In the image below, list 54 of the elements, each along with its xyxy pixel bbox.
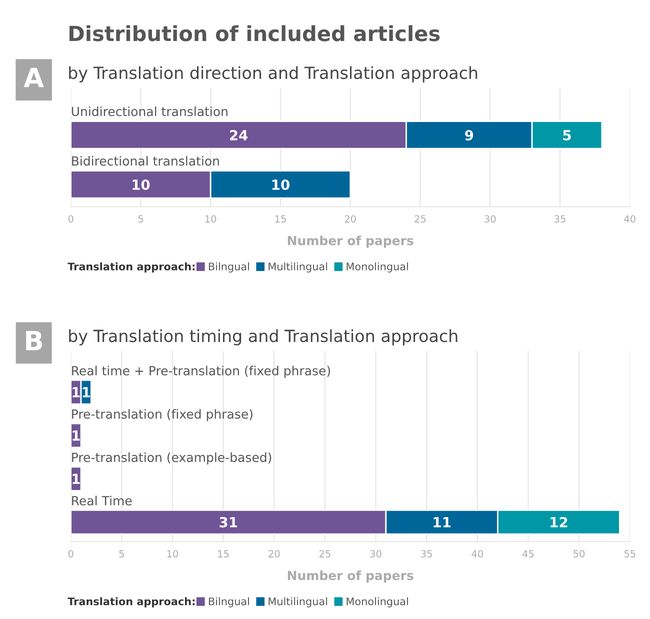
x-tick-label: 20 <box>268 550 280 558</box>
legend-title: Translation approach: <box>68 262 195 272</box>
x-tick-label: 30 <box>370 550 382 558</box>
x-tick-label: 0 <box>68 550 74 558</box>
x-tick-label: 55 <box>624 550 636 558</box>
x-axis-title: Number of papers <box>288 570 414 583</box>
data-label: 9 <box>465 130 474 140</box>
legend-label: Monolingual <box>346 597 408 608</box>
x-tick-label: 25 <box>414 215 426 223</box>
x-tick-label: 35 <box>554 215 566 223</box>
data-label: 1 <box>72 474 80 484</box>
y-tick-label: Unidirectional translation <box>72 106 228 116</box>
legend-label: Bilngual <box>208 597 249 608</box>
x-tick-label: 30 <box>484 215 496 223</box>
data-label: 1 <box>72 387 80 398</box>
x-tick-label: 0 <box>68 215 74 223</box>
legend-title: Translation approach: <box>68 597 195 608</box>
x-tick-label: 15 <box>218 550 229 558</box>
data-label: 1 <box>72 430 80 441</box>
chart-subtitle: by Translation timing and Translation approach <box>69 329 458 346</box>
data-label: 11 <box>434 517 451 528</box>
data-label: 5 <box>563 130 571 140</box>
legend-label: Multilingual <box>268 597 328 608</box>
x-tick-label: 10 <box>167 550 178 558</box>
legend-label: Monolingual <box>346 262 408 272</box>
data-label: 1 <box>82 387 90 398</box>
x-tick-label: 20 <box>344 215 356 223</box>
x-tick-label: 5 <box>138 215 143 223</box>
chart-subtitle: by Translation direction and Translation approach <box>69 66 478 82</box>
x-tick-label: 10 <box>205 215 216 223</box>
x-tick-label: 45 <box>522 550 534 558</box>
y-tick-label: Bidirectional translation <box>72 156 219 166</box>
x-tick-label: 25 <box>319 550 330 558</box>
x-tick-label: 35 <box>421 550 432 558</box>
x-axis-title: Number of papers <box>288 236 414 248</box>
text: B <box>26 330 42 350</box>
x-tick-label: 40 <box>624 215 636 223</box>
data-label: 24 <box>230 130 248 140</box>
x-tick-label: 15 <box>275 215 286 223</box>
data-label: 31 <box>220 516 238 528</box>
x-tick-label: 40 <box>472 550 483 558</box>
x-tick-label: 5 <box>119 550 124 558</box>
y-tick-label: Real time + Pre-translation (fixed phrase) <box>72 366 330 378</box>
y-tick-label: Pre-translation (fixed phrase) <box>72 409 252 422</box>
x-tick-label: 50 <box>574 550 585 558</box>
legend-label: Bilngual <box>208 262 249 272</box>
data-label: 10 <box>272 179 290 190</box>
y-tick-label: Pre-translation (example-based) <box>72 452 272 464</box>
legend-label: Multilingual <box>268 262 328 272</box>
data-label: 10 <box>132 179 150 190</box>
data-label: 12 <box>550 516 568 528</box>
chart-title: Distribution of included articles <box>70 25 440 42</box>
text: A <box>24 68 44 88</box>
y-tick-label: Real Time <box>72 496 132 506</box>
